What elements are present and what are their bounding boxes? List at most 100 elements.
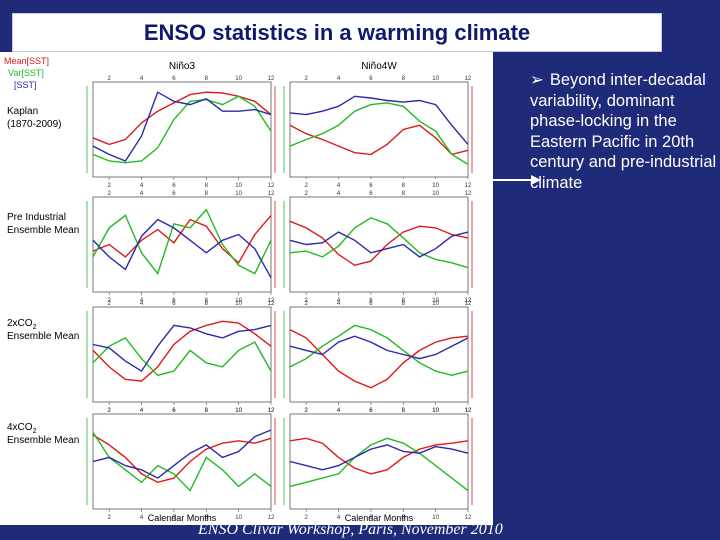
chart-panel: 2 2 4 4 6 6 8 8 10 10 12 12 — [283, 76, 473, 189]
chart-panel: 2 2 4 4 6 6 8 8 10 10 12 12 — [283, 301, 473, 414]
chart-panel: 2 2 4 4 6 6 8 8 10 10 12 12 — [86, 301, 276, 414]
x-tick-label: 10 — [432, 191, 439, 197]
x-tick-label: 8 — [402, 76, 406, 82]
x-tick-label: 8 — [402, 298, 406, 304]
x-tick-label: 12 — [465, 76, 472, 82]
x-tick-label: 6 — [369, 183, 373, 189]
x-tick-label: 2 — [305, 301, 309, 307]
x-tick-label: 10 — [235, 76, 242, 82]
series-line — [92, 214, 272, 264]
series-line — [289, 335, 469, 360]
x-tick-label: 6 — [172, 408, 176, 414]
x-tick-label: 8 — [205, 191, 209, 197]
series-line — [289, 444, 469, 471]
x-axis-label: Calendar Months — [345, 513, 414, 523]
x-tick-label: 8 — [402, 515, 406, 521]
series-line — [92, 432, 272, 492]
series-line — [92, 320, 272, 382]
x-tick-label: 12 — [268, 301, 275, 307]
series-line — [289, 231, 469, 258]
series-line — [92, 91, 272, 162]
series-line — [92, 337, 272, 377]
enso-figure: Mean[SST] Var[SST] [SST] Kaplan (1870-2009)… — [0, 52, 493, 525]
series-line — [92, 95, 272, 164]
x-tick-label: 8 — [205, 183, 209, 189]
x-tick-label: 10 — [432, 183, 439, 189]
x-tick-label: 8 — [402, 301, 406, 307]
column-title: Niño3 — [169, 61, 196, 72]
x-tick-label: 2 — [108, 408, 112, 414]
x-tick-label: 6 — [369, 408, 373, 414]
x-tick-label: 4 — [337, 515, 341, 521]
x-tick-label: 12 — [465, 515, 472, 521]
row-label: Pre Industrial — [7, 212, 66, 223]
x-tick-label: 6 — [369, 515, 373, 521]
x-tick-label: 2 — [108, 301, 112, 307]
x-tick-label: 6 — [172, 183, 176, 189]
x-tick-label: 6 — [172, 408, 176, 414]
x-tick-label: 4 — [140, 298, 144, 304]
bullet-point: ➢ Beyond inter-decadal variability, domin… — [530, 70, 718, 194]
x-tick-label: 2 — [108, 298, 112, 304]
x-tick-label: 4 — [140, 301, 144, 307]
row-label: Ensemble Mean — [7, 225, 79, 236]
x-tick-label: 6 — [369, 191, 373, 197]
x-tick-label: 12 — [268, 76, 275, 82]
series-line — [92, 91, 272, 146]
x-tick-label: 8 — [205, 76, 209, 82]
x-tick-label: 4 — [337, 191, 341, 197]
x-tick-label: 12 — [268, 515, 275, 521]
chart-panel: 2 2 4 4 6 6 8 8 10 10 12 12 — [86, 408, 276, 521]
slide-title: ENSO statistics in a warming climate — [143, 19, 531, 45]
x-tick-label: 8 — [402, 183, 406, 189]
x-tick-label: 12 — [268, 298, 275, 304]
series-line — [92, 434, 272, 484]
x-tick-label: 4 — [140, 515, 144, 521]
row-label: (1870-2009) — [7, 119, 61, 130]
x-tick-label: 4 — [140, 408, 144, 414]
series-line — [92, 324, 272, 373]
legend-entry: Mean[SST] — [4, 56, 49, 66]
panel-frame — [92, 196, 272, 293]
slide-title-box: ENSO statistics in a warming climate — [12, 13, 662, 52]
x-tick-label: 6 — [369, 76, 373, 82]
x-tick-label: 12 — [465, 301, 472, 307]
bullet-arrow-icon: ➢ — [530, 70, 544, 89]
x-tick-label: 2 — [108, 191, 112, 197]
x-tick-label: 10 — [432, 301, 439, 307]
x-tick-label: 2 — [108, 515, 112, 521]
x-tick-label: 8 — [205, 408, 209, 414]
x-tick-label: 12 — [465, 183, 472, 189]
panel-frame — [92, 306, 272, 403]
row-label: Kaplan — [7, 106, 38, 117]
x-tick-label: 12 — [268, 408, 275, 414]
x-tick-label: 4 — [140, 76, 144, 82]
x-tick-label: 4 — [337, 76, 341, 82]
x-tick-label: 6 — [369, 298, 373, 304]
series-line — [289, 124, 469, 156]
x-tick-label: 6 — [172, 298, 176, 304]
x-tick-label: 10 — [432, 76, 439, 82]
x-tick-label: 4 — [140, 408, 144, 414]
x-tick-label: 6 — [172, 301, 176, 307]
x-tick-label: 10 — [432, 515, 439, 521]
x-tick-label: 8 — [402, 408, 406, 414]
x-tick-label: 2 — [305, 76, 309, 82]
panel-frame — [289, 413, 469, 510]
chart-panel: 2 2 4 4 6 6 8 8 10 10 12 12 — [86, 191, 276, 304]
enso-chart-grid: Mean[SST] Var[SST] [SST] Kaplan (1870-2009)… — [4, 56, 473, 523]
x-tick-label: 6 — [369, 301, 373, 307]
panel-frame — [289, 306, 469, 403]
x-tick-label: 2 — [305, 408, 309, 414]
row-label: Ensemble Mean — [7, 331, 79, 342]
x-tick-label: 2 — [108, 76, 112, 82]
x-tick-label: 2 — [108, 408, 112, 414]
panel-frame — [289, 196, 469, 293]
x-tick-label: 4 — [337, 408, 341, 414]
x-tick-label: 4 — [140, 191, 144, 197]
x-tick-label: 12 — [465, 298, 472, 304]
x-tick-label: 10 — [235, 408, 242, 414]
x-tick-label: 6 — [172, 191, 176, 197]
series-line — [289, 95, 469, 145]
series-line — [92, 218, 272, 279]
